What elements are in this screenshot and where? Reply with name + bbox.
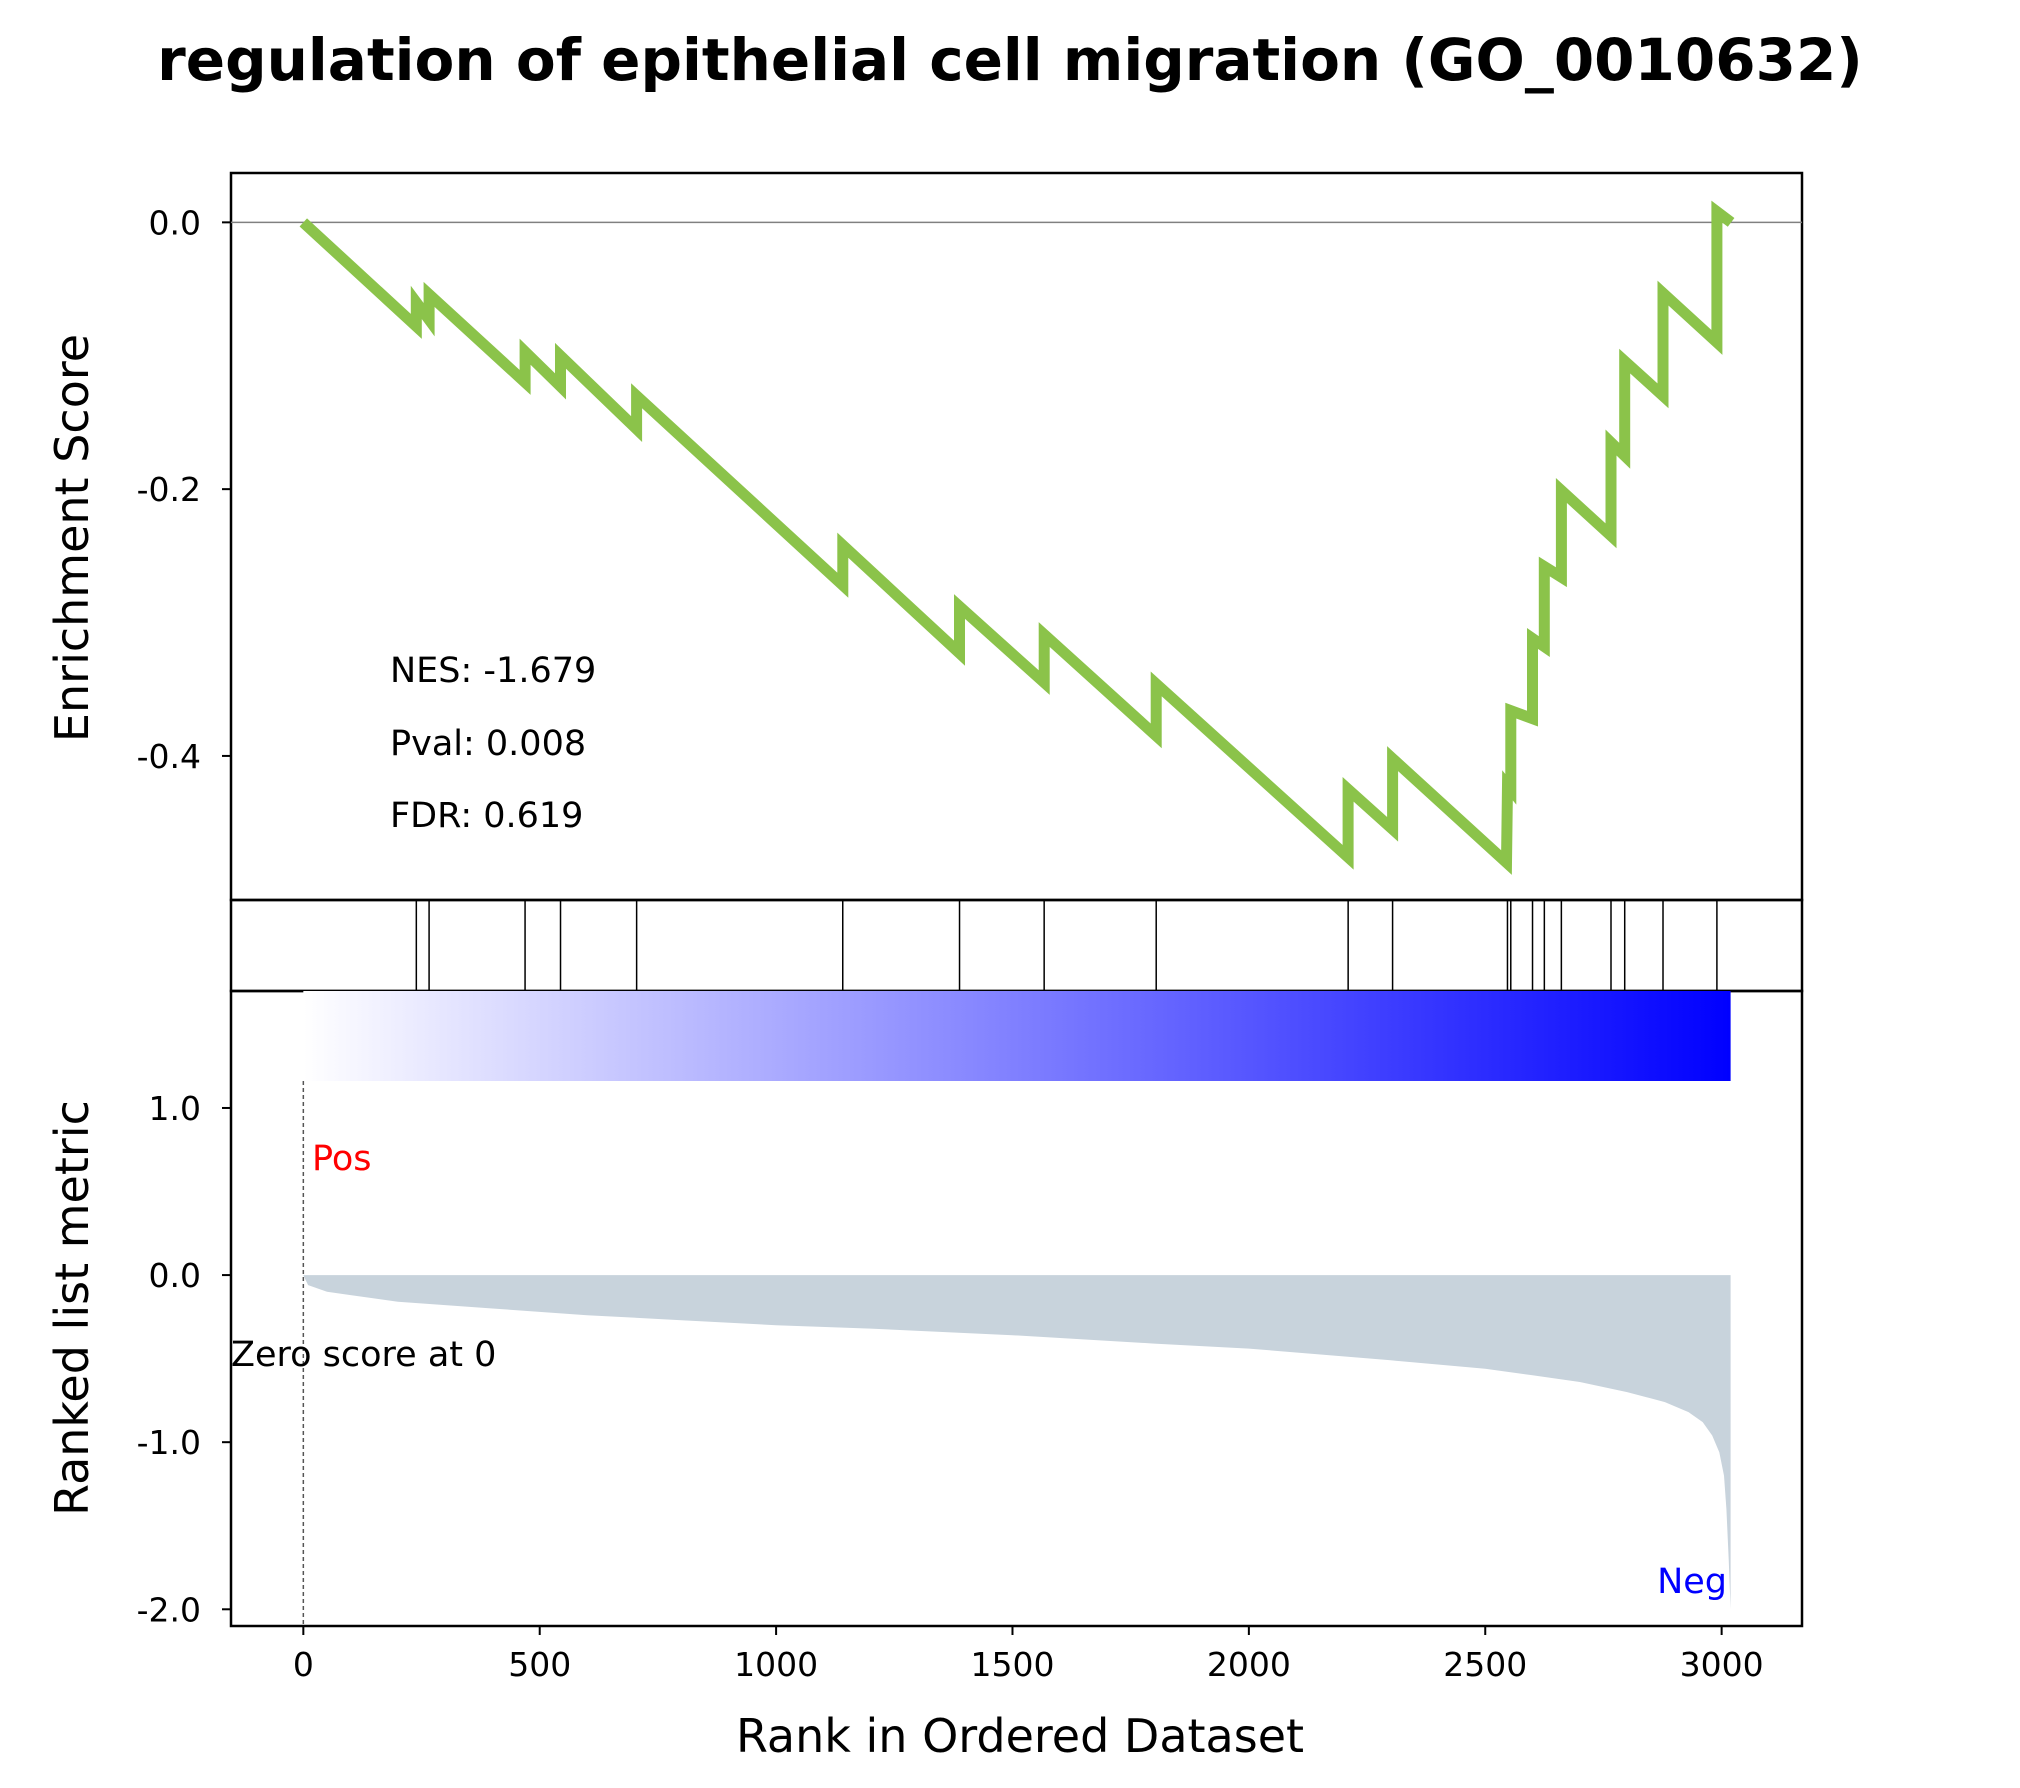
es-y-tick-label: 0.0 [149, 203, 201, 242]
chart-title: regulation of epithelial cell migration … [157, 26, 1863, 94]
metric-y-tick-label: 1.0 [149, 1089, 201, 1128]
x-tick-label: 3000 [1680, 1645, 1764, 1684]
metric-y-tick-label: 0.0 [149, 1256, 201, 1295]
zero-score-label: Zero score at 0 [231, 1335, 496, 1375]
pos-label: Pos [312, 1139, 372, 1179]
enrichment-score-line [299, 200, 1735, 875]
x-tick-label: 2500 [1443, 1645, 1527, 1684]
metric-y-tick-label: -2.0 [137, 1590, 201, 1629]
es-y-ticks: 0.0 -0.2 -0.4 [137, 203, 231, 776]
es-y-axis-label: Enrichment Score [45, 334, 99, 742]
neg-label: Neg [1657, 1562, 1727, 1602]
rank-heatmap-bar [303, 991, 1731, 1081]
gene-hit-lines [415, 900, 1718, 991]
hits-panel-frame [229, 898, 1804, 993]
metric-y-axis-label: Ranked list metric [45, 1100, 99, 1516]
x-tick-label: 0 [293, 1645, 314, 1684]
x-tick-label: 500 [508, 1645, 571, 1684]
x-tick-label: 1500 [970, 1645, 1054, 1684]
es-y-tick-label: -0.2 [137, 470, 201, 509]
x-ticks: 0 500 1000 1500 2000 2500 3000 [293, 1626, 1764, 1684]
x-tick-label: 2000 [1207, 1645, 1291, 1684]
x-tick-label: 1000 [734, 1645, 818, 1684]
metric-y-tick-label: -1.0 [137, 1423, 201, 1462]
ranked-metric-area [303, 1275, 1731, 1610]
es-y-tick-label: -0.4 [137, 737, 201, 776]
metric-y-ticks: 1.0 0.0 -1.0 -2.0 [137, 1089, 231, 1629]
nes-stat: NES: -1.679 [390, 651, 596, 691]
fdr-stat: FDR: 0.619 [390, 796, 583, 836]
pval-stat: Pval: 0.008 [390, 724, 586, 764]
x-axis-label: Rank in Ordered Dataset [736, 1709, 1304, 1763]
